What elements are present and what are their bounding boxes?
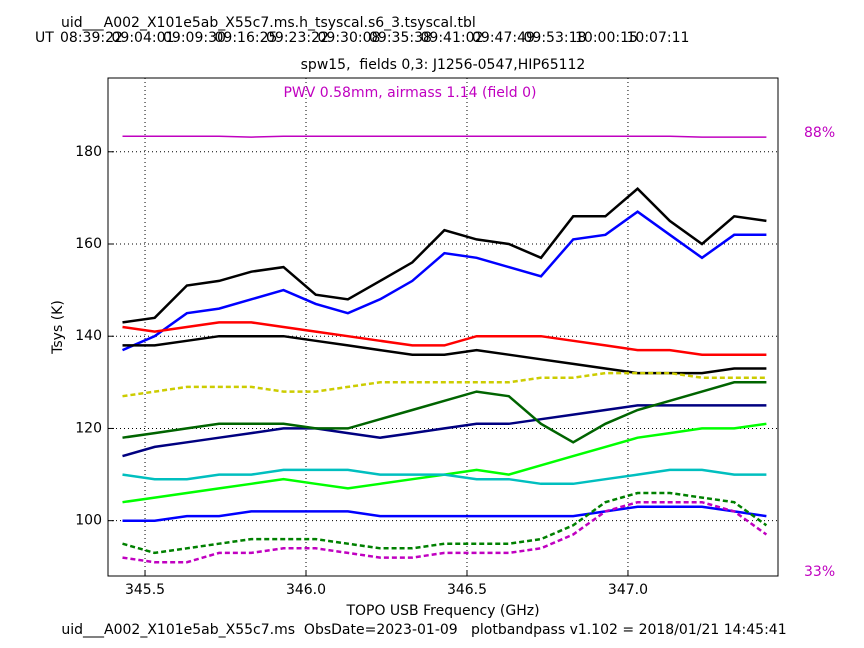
y2-tick-label: 88%	[804, 125, 835, 141]
series-line	[122, 371, 767, 398]
series-line	[122, 468, 767, 486]
series-line	[122, 381, 767, 444]
x-tick-label: 346.0	[286, 582, 326, 598]
annotation: PWV 0.58mm, airmass 1.14 (field 0)	[283, 85, 536, 101]
y-tick-label: 160	[75, 236, 102, 252]
top-axis-tick-label: 09:53:18	[524, 30, 587, 46]
series-line	[122, 135, 767, 138]
top-axis-tick-label: 09:30:08	[318, 30, 381, 46]
x-axis-label: TOPO USB Frequency (GHz)	[345, 603, 539, 619]
y-tick-label: 180	[75, 144, 102, 160]
top-axis-tick-label: 10:00:15	[575, 30, 638, 46]
top-axis-tick-label: 09:16:25	[215, 30, 278, 46]
top-axis-tick-label: 09:04:01	[112, 30, 175, 46]
series-line	[122, 505, 767, 522]
y-axis-label: Tsys (K)	[50, 300, 66, 355]
x-tick-label: 347.0	[608, 582, 648, 598]
series-line	[122, 404, 767, 458]
y-tick-label: 120	[75, 420, 102, 436]
series-line	[122, 321, 767, 356]
footer: uid___A002_X101e5ab_X55c7.ms ObsDate=202…	[61, 622, 786, 638]
subtitle: spw15, fields 0,3: J1256-0547,HIP65112	[301, 57, 586, 73]
top-axis-tick-label: 10:07:11	[627, 30, 690, 46]
top-axis-tick-label: 09:47:49	[472, 30, 535, 46]
top-axis-tick-label: 09:23:22	[266, 30, 329, 46]
top-axis-label: UT	[35, 30, 54, 46]
y-tick-label: 100	[75, 513, 102, 529]
top-axis-tick-label: 09:09:30	[163, 30, 226, 46]
series-line	[122, 500, 768, 564]
chart-title: uid___A002_X101e5ab_X55c7.ms.h_tsyscal.s…	[61, 15, 476, 31]
series-line	[122, 210, 767, 352]
series-line	[122, 186, 767, 324]
plot-frame	[107, 77, 779, 577]
y2-tick-label: 33%	[804, 564, 835, 580]
top-axis-tick-label: 08:39:22	[60, 30, 123, 46]
y-tick-label: 140	[75, 328, 102, 344]
x-tick-label: 345.5	[125, 582, 165, 598]
x-tick-label: 346.5	[447, 582, 487, 598]
top-axis-tick-label: 09:41:02	[421, 30, 484, 46]
top-axis-tick-label: 09:35:38	[369, 30, 432, 46]
